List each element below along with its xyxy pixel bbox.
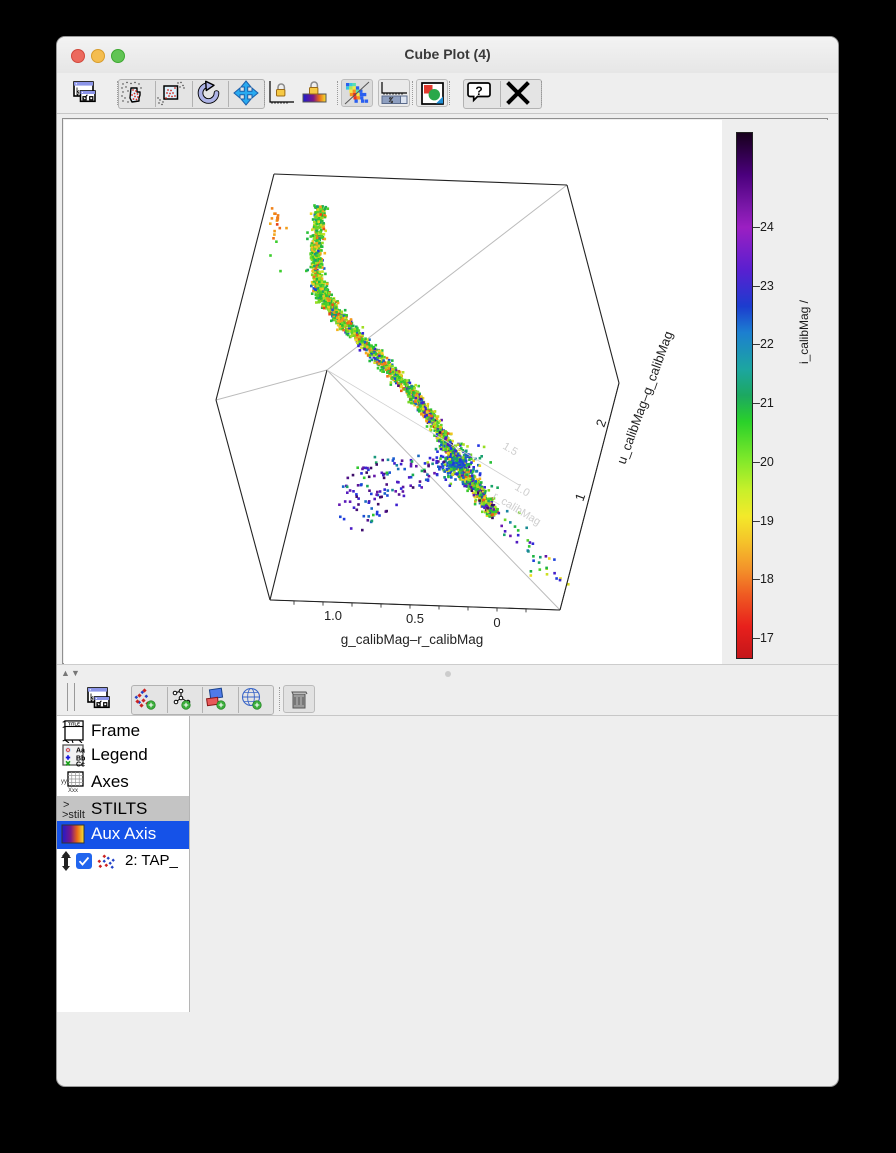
svg-text:1: 1	[572, 491, 589, 503]
svg-text:1.0: 1.0	[324, 608, 342, 623]
svg-text:TITLE: TITLE	[68, 721, 80, 726]
svg-text:?: ?	[475, 84, 482, 98]
svg-text:>stilts: >stilts	[62, 809, 85, 821]
svg-text:Cc: Cc	[76, 761, 85, 767]
svg-text:2: 2	[593, 417, 610, 429]
svg-text:0.5: 0.5	[406, 611, 424, 626]
svg-text:g_calibMag–r_calibMag: g_calibMag–r_calibMag	[341, 632, 484, 647]
svg-text:yy: yy	[61, 779, 67, 785]
svg-text:0: 0	[493, 615, 500, 630]
svg-text:1.5: 1.5	[500, 440, 519, 458]
svg-text:u_calibMag–g_calibMag: u_calibMag–g_calibMag	[614, 329, 676, 466]
svg-text:Aa: Aa	[76, 747, 85, 754]
svg-text:1.0: 1.0	[512, 481, 531, 499]
svg-text:Xxx: Xxx	[68, 788, 78, 794]
